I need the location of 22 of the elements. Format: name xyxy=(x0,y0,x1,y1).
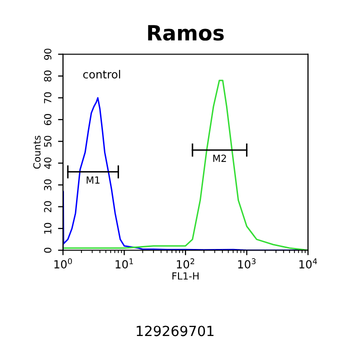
x-tick-label: 10$^{2}$ xyxy=(176,258,194,268)
x-tick-label: 10$^{4}$ xyxy=(299,258,317,268)
x-tick-label: 10$^{0}$ xyxy=(54,258,72,268)
series-label: M2 xyxy=(213,154,226,162)
text: 129269701 xyxy=(136,326,214,336)
y-axis-title: Counts xyxy=(33,136,41,169)
annotation: control xyxy=(83,70,120,79)
series-label: M1 xyxy=(86,176,100,184)
x-tick-label: 10$^{3}$ xyxy=(238,258,256,268)
y-tick-label: 60 xyxy=(44,114,52,126)
y-tick-label: 70 xyxy=(44,92,52,104)
y-tick-label: 50 xyxy=(44,136,52,147)
y-tick-label: 40 xyxy=(44,158,52,169)
chart-title: Ramos xyxy=(148,25,224,41)
y-tick-label: 80 xyxy=(44,70,52,82)
x-tick-label: 10$^{1}$ xyxy=(116,258,133,268)
y-tick-label: 0 xyxy=(44,248,52,253)
x-axis-title: FL1-H xyxy=(172,272,199,280)
y-tick-label: 30 xyxy=(44,179,52,190)
y-tick-label: 20 xyxy=(44,201,52,212)
y-tick-label: 90 xyxy=(44,48,52,60)
y-tick-label: 10 xyxy=(44,222,52,234)
